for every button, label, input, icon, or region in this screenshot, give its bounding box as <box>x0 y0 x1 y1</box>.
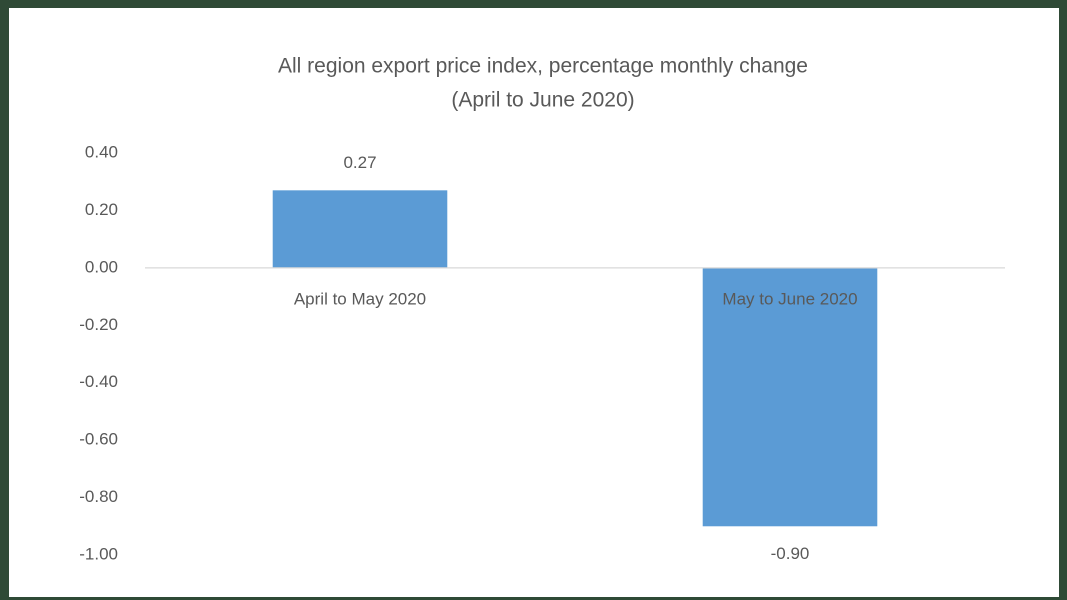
y-tick-label: -1.00 <box>79 544 118 563</box>
bar <box>272 190 448 268</box>
x-tick-label: May to June 2020 <box>722 289 857 308</box>
data-label: 0.27 <box>343 153 376 172</box>
chart-title: All region export price index, percentag… <box>278 55 808 78</box>
chart-subtitle: (April to June 2020) <box>451 89 634 112</box>
bar <box>702 267 878 527</box>
y-tick-label: -0.40 <box>79 372 118 391</box>
y-tick-label: -0.80 <box>79 487 118 506</box>
chart-area <box>9 8 1059 597</box>
y-tick-label: 0.20 <box>85 200 118 219</box>
x-tick-label: April to May 2020 <box>294 289 426 308</box>
y-tick-label: 0.00 <box>85 257 118 276</box>
data-label: -0.90 <box>771 544 810 563</box>
y-tick-label: 0.40 <box>85 142 118 161</box>
y-tick-label: -0.60 <box>79 430 118 449</box>
y-tick-label: -0.20 <box>79 315 118 334</box>
